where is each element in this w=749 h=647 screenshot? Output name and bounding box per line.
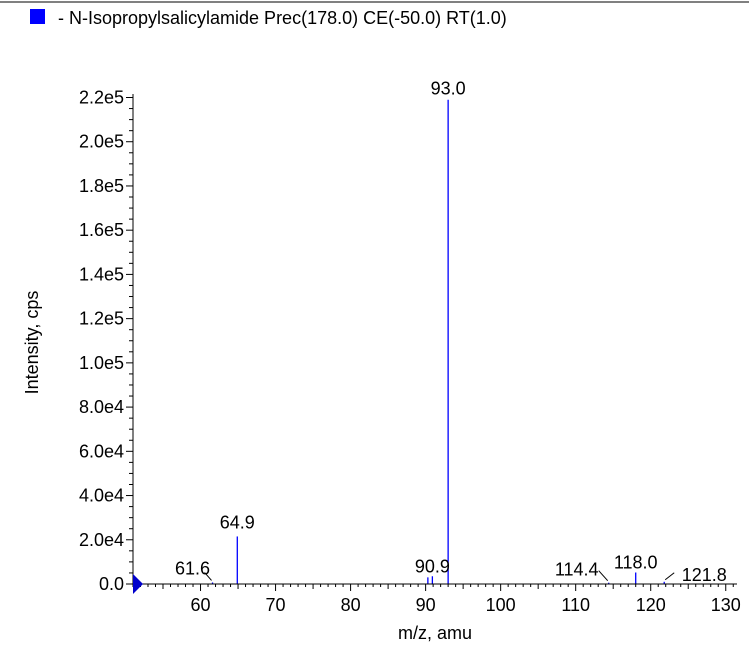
y-tick-label: 2.0e4 [79, 530, 124, 550]
peak-callout-line [204, 572, 212, 581]
peak-callout-line [664, 572, 675, 581]
y-tick-label: 8.0e4 [79, 397, 124, 417]
peaks [211, 99, 665, 584]
y-tick-label: 0.0 [99, 574, 124, 594]
legend-text: - N-Isopropylsalicylamide Prec(178.0) CE… [58, 8, 507, 28]
peak-label: 61.6 [175, 558, 210, 578]
x-axis-label: m/z, amu [398, 623, 472, 643]
y-tick-label: 2.2e5 [79, 88, 124, 108]
peak-label: 121.8 [682, 565, 727, 585]
y-tick-label: 1.0e5 [79, 353, 124, 373]
peak-label: 90.9 [415, 556, 450, 576]
x-tick-label: 60 [191, 595, 211, 615]
zero-level-marker-icon [133, 574, 143, 594]
x-tick-label: 130 [711, 595, 741, 615]
y-axis-label: Intensity, cps [22, 291, 42, 395]
peak-label: 64.9 [220, 512, 255, 532]
legend: - N-Isopropylsalicylamide Prec(178.0) CE… [30, 8, 507, 28]
x-tick-label: 120 [636, 595, 666, 615]
x-axis-ticks: 60 70 80 90 100 110 120 130 [132, 584, 741, 615]
y-tick-label: 6.0e4 [79, 441, 124, 461]
y-axis-ticks: 0.0 2.0e4 4.0e4 6.0e4 8.0e4 1.0e5 1.2e5 1.4e5 1.… [79, 88, 133, 594]
x-tick-label: 80 [341, 595, 361, 615]
peak-label: 114.4 [555, 560, 599, 580]
y-tick-label: 4.0e4 [79, 486, 124, 506]
peak-label: 93.0 [431, 79, 466, 99]
y-tick-label: 2.0e5 [79, 132, 124, 152]
x-tick-label: 90 [416, 595, 436, 615]
peak-labels: 61.6 64.9 90.9 93.0 114.4 118.0 121.8 [175, 79, 727, 585]
peak-callout-line [598, 570, 609, 582]
y-tick-label: 1.6e5 [79, 220, 124, 240]
legend-swatch [30, 9, 45, 24]
x-tick-label: 110 [561, 595, 590, 615]
x-tick-label: 70 [266, 595, 286, 615]
y-tick-label: 1.4e5 [79, 264, 124, 284]
x-tick-label: 100 [486, 595, 516, 615]
y-tick-label: 1.8e5 [79, 176, 124, 196]
y-tick-label: 1.2e5 [79, 309, 124, 329]
peak-label: 118.0 [614, 553, 658, 573]
